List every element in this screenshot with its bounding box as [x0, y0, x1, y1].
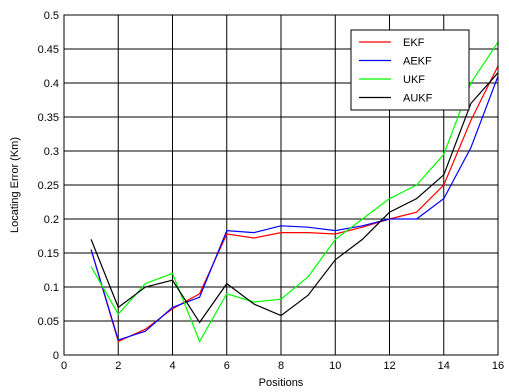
series-line-ukf — [90, 41, 499, 343]
y-tick-label: 0.05 — [38, 316, 59, 328]
x-tick-label: 16 — [492, 360, 504, 372]
series-line-aekf — [90, 75, 499, 341]
x-tick-label: 6 — [224, 360, 230, 372]
x-tick-label: 8 — [278, 360, 284, 372]
x-tick-label: 12 — [383, 360, 395, 372]
legend-label-ukf: UKF — [403, 74, 425, 86]
y-tick-label: 0.35 — [38, 112, 59, 124]
legend-label-aukf: AUKF — [403, 93, 433, 105]
x-tick-label: 14 — [438, 360, 450, 372]
y-axis-label: Locating Error (Km) — [9, 137, 21, 233]
x-tick-label: 2 — [115, 360, 121, 372]
y-tick-label: 0 — [53, 350, 59, 362]
y-tick-label: 0.15 — [38, 248, 59, 260]
legend-box — [350, 29, 470, 111]
legend: EKF AEKF UKF AUKF — [350, 29, 470, 111]
y-tick-label: 0.4 — [44, 78, 59, 90]
legend-label-aekf: AEKF — [403, 56, 432, 68]
y-tick-label: 0.2 — [44, 214, 59, 226]
x-tick-label: 4 — [169, 360, 175, 372]
x-tick-label: 0 — [61, 360, 67, 372]
plot-frame — [63, 14, 499, 356]
x-tick-label: 10 — [329, 360, 341, 372]
y-tick-label: 0.45 — [38, 44, 59, 56]
y-tick-label: 0.5 — [44, 10, 59, 22]
y-tick-label: 0.25 — [38, 180, 59, 192]
y-tick-label: 0.3 — [44, 146, 59, 158]
x-axis-label: Positions — [259, 377, 304, 389]
legend-label-ekf: EKF — [403, 37, 425, 49]
y-tick-label: 0.1 — [44, 282, 59, 294]
series-line-aukf — [90, 72, 499, 324]
